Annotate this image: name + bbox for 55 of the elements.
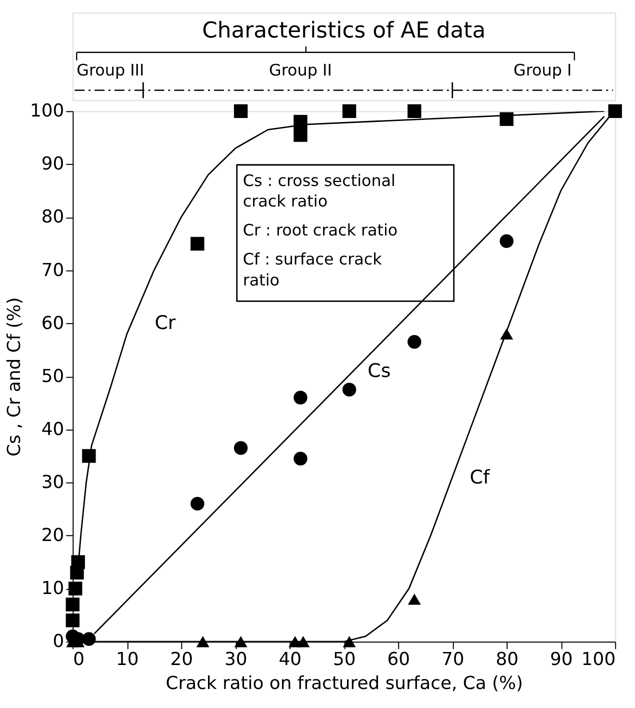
x-axis-title: Crack ratio on fractured surface, Ca (%)	[166, 672, 524, 694]
point	[234, 441, 248, 455]
annotation: Cr	[154, 312, 176, 334]
chart-title: Characteristics of AE data	[202, 18, 486, 44]
x-tick-label: 90	[550, 649, 573, 670]
y-axis-title: Cs , Cr and Cf (%)	[4, 297, 26, 457]
y-tick-label: 70	[41, 260, 64, 281]
point	[68, 582, 82, 596]
point	[66, 598, 80, 612]
x-tick-label: 80	[496, 649, 519, 670]
x-tick-label: 40	[278, 649, 302, 670]
text: Group II	[269, 60, 332, 80]
y-tick-label: 10	[41, 578, 64, 600]
annotation: Cs : cross sectional crack ratio	[242, 170, 396, 211]
point	[66, 614, 80, 628]
text: Group III	[76, 60, 144, 80]
x-tick-label: 0	[73, 649, 85, 670]
annotation: Cf	[470, 466, 492, 488]
point	[608, 104, 622, 118]
y-tick-label: 100	[30, 100, 64, 122]
y-tick-label: 80	[41, 206, 64, 228]
x-tick-label: 10	[116, 649, 139, 670]
y-tick-label: 40	[41, 418, 64, 440]
y-tick-label: 90	[41, 154, 64, 175]
x-tick-label: 60	[387, 649, 410, 670]
annotation: Cr : root crack ratio	[242, 220, 398, 240]
point	[294, 390, 308, 404]
x-tick-label: 20	[170, 649, 194, 670]
point	[408, 594, 421, 605]
text: Group I	[514, 60, 572, 80]
point	[82, 449, 96, 463]
y-tick-label: 30	[41, 472, 64, 493]
point	[190, 236, 204, 251]
point	[500, 112, 514, 126]
point	[294, 452, 308, 466]
y-tick-label: 50	[41, 366, 64, 387]
x-tick-label: 70	[441, 649, 464, 670]
x-tick-label: 100	[581, 649, 616, 670]
point	[342, 382, 356, 396]
annotation: Cf : surface crack ratio	[242, 249, 383, 290]
point	[408, 104, 422, 118]
point	[342, 104, 356, 118]
point	[82, 632, 96, 646]
y-tick-label: 20	[41, 525, 64, 546]
point	[190, 496, 204, 511]
y-tick-label: 60	[41, 312, 64, 334]
x-tick-label: 30	[224, 649, 248, 670]
point	[71, 555, 85, 569]
y-tick-label: 0	[52, 631, 64, 652]
point	[500, 234, 514, 248]
annotation: Cs	[368, 360, 391, 382]
x-tick-label: 50	[332, 649, 356, 670]
point	[294, 128, 308, 142]
point	[408, 335, 422, 349]
point	[234, 104, 248, 118]
